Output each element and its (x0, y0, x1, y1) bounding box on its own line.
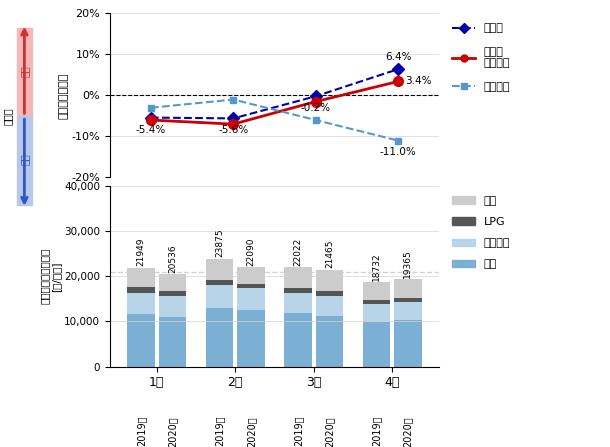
Bar (206, 308, 233, 367)
Bar (127, 314, 155, 367)
Y-axis label: 支払金額（光熱費）
[円/世帯]: 支払金額（光熱費） [円/世帯] (40, 248, 61, 304)
Bar (127, 292, 155, 314)
光熱費 (229, 116, 237, 121)
Bar (237, 310, 265, 367)
光熱費
（実質） (312, 99, 320, 104)
Bar (316, 296, 343, 316)
Bar (159, 317, 186, 367)
光熱費
（実質） (394, 79, 401, 84)
Bar (17, 116, 32, 205)
Bar (284, 292, 312, 313)
Text: -5.6%: -5.6% (218, 125, 248, 135)
Text: 21949: 21949 (137, 238, 146, 266)
Text: 18732: 18732 (372, 252, 381, 281)
Bar (316, 291, 343, 296)
消費支出 (148, 105, 155, 110)
Bar (159, 291, 186, 296)
Bar (237, 267, 265, 283)
光熱費
（実質） (148, 118, 155, 123)
Text: -11.0%: -11.0% (379, 148, 417, 157)
消費支出 (229, 97, 237, 102)
消費支出 (312, 118, 320, 123)
Bar (394, 279, 422, 298)
Bar (237, 283, 265, 288)
Text: -0.2%: -0.2% (301, 103, 331, 113)
Text: 21465: 21465 (325, 240, 334, 268)
Bar (363, 282, 390, 300)
Text: 19365: 19365 (403, 249, 412, 278)
Bar (127, 287, 155, 292)
Text: 22022: 22022 (293, 238, 303, 266)
Line: 光熱費: 光熱費 (147, 65, 402, 122)
Text: 20536: 20536 (168, 244, 177, 273)
Bar (17, 28, 32, 116)
Bar (206, 259, 233, 280)
Text: -5.4%: -5.4% (136, 125, 166, 135)
Bar (159, 296, 186, 317)
Bar (363, 322, 390, 367)
Text: 減少: 減少 (20, 154, 29, 165)
Text: 23875: 23875 (215, 229, 224, 257)
光熱費 (148, 115, 155, 120)
Bar (394, 302, 422, 320)
消費支出 (394, 138, 401, 143)
Text: 6.4%: 6.4% (385, 52, 411, 62)
Text: 22090: 22090 (246, 237, 256, 266)
Bar (284, 267, 312, 287)
Bar (363, 300, 390, 304)
Bar (284, 287, 312, 292)
Bar (127, 267, 155, 287)
Line: 消費支出: 消費支出 (148, 96, 401, 144)
Bar (394, 298, 422, 302)
Line: 光熱費
（実質）: 光熱費 （実質） (146, 76, 403, 129)
Bar (206, 285, 233, 308)
Bar (237, 288, 265, 310)
Bar (284, 313, 312, 367)
Text: 増加: 増加 (20, 65, 29, 77)
Y-axis label: （前年同月比）: （前年同月比） (59, 72, 68, 118)
光熱費 (312, 93, 320, 99)
Text: 増減率: 増減率 (3, 107, 13, 125)
Text: 3.4%: 3.4% (405, 76, 431, 86)
Bar (316, 316, 343, 367)
Bar (394, 320, 422, 367)
光熱費 (394, 67, 401, 72)
Bar (159, 274, 186, 291)
Legend: 灯油, LPG, 都市ガス, 電気: 灯油, LPG, 都市ガス, 電気 (448, 192, 515, 274)
光熱費
（実質） (229, 122, 237, 127)
Bar (206, 280, 233, 285)
Legend: 光熱費, 光熱費
（実質）, 消費支出: 光熱費, 光熱費 （実質）, 消費支出 (448, 19, 515, 96)
Bar (363, 304, 390, 322)
Bar (316, 270, 343, 291)
